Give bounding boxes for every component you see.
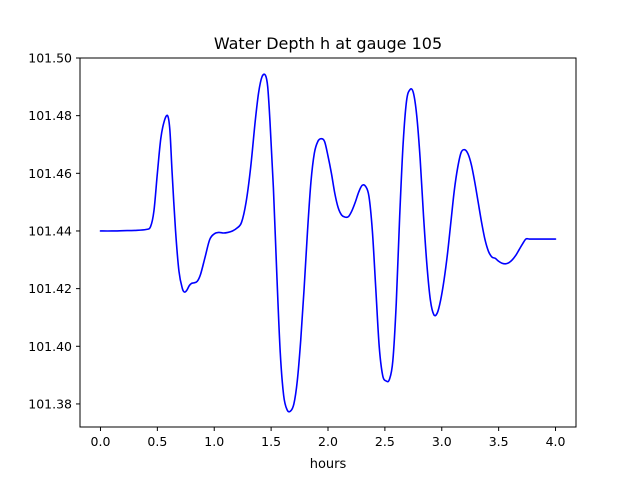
x-axis-label: hours xyxy=(310,457,347,472)
x-tick-label: 2.0 xyxy=(318,434,338,449)
y-tick-label: 101.48 xyxy=(28,108,72,123)
x-tick-label: 3.0 xyxy=(432,434,452,449)
series-line xyxy=(99,73,557,413)
y-tick-label: 101.50 xyxy=(28,51,72,66)
y-tick-label: 101.42 xyxy=(28,281,72,296)
y-tick-label: 101.38 xyxy=(28,396,72,411)
y-tick-label: 101.44 xyxy=(28,223,72,238)
x-tick-label: 0.5 xyxy=(147,434,167,449)
x-tick-label: 0.0 xyxy=(91,434,111,449)
x-tick-label: 4.0 xyxy=(546,434,566,449)
y-tick-label: 101.46 xyxy=(28,166,72,181)
y-axis-ticks: 101.38 101.40 101.42 101.44 101.46 101.48 101.… xyxy=(28,51,80,411)
x-axis-ticks: 0.0 0.5 1.0 1.5 2.0 2.5 3.0 3.5 4.0 xyxy=(91,427,566,449)
chart-title: Water Depth h at gauge 105 xyxy=(214,34,442,53)
x-tick-label: 3.5 xyxy=(489,434,509,449)
x-tick-label: 1.5 xyxy=(261,434,281,449)
x-tick-label: 2.5 xyxy=(375,434,395,449)
y-tick-label: 101.40 xyxy=(28,339,72,354)
x-tick-label: 1.0 xyxy=(204,434,224,449)
plot-frame xyxy=(79,57,577,428)
